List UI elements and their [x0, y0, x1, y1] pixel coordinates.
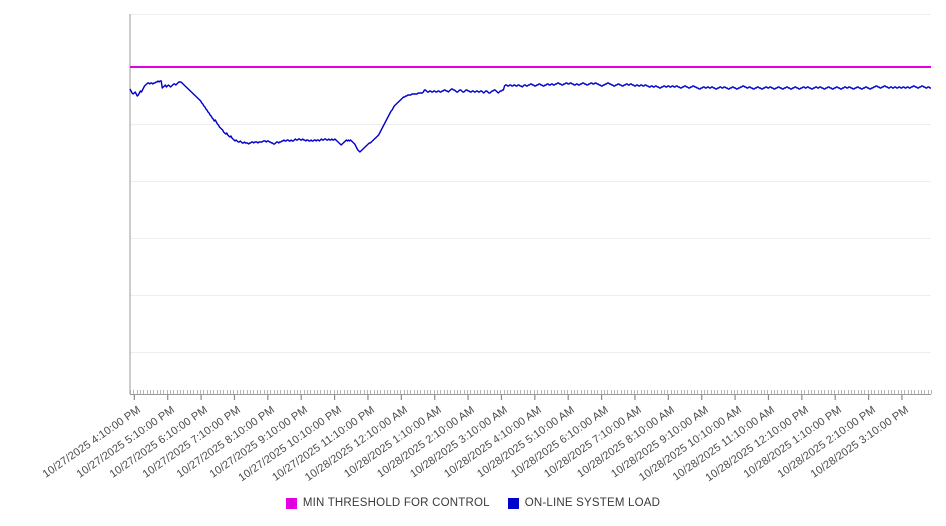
legend-label-min-threshold: MIN THRESHOLD FOR CONTROL	[302, 497, 490, 509]
chart-legend: MIN THRESHOLD FOR CONTROL ON-LINE SYSTEM…	[0, 497, 946, 509]
legend-label-online-system-load: ON-LINE SYSTEM LOAD	[524, 497, 661, 509]
legend-swatch-online-system-load	[507, 497, 519, 509]
legend-swatch-min-threshold	[285, 497, 297, 509]
legend-item-min-threshold[interactable]: MIN THRESHOLD FOR CONTROL	[285, 497, 490, 509]
x-axis-minor-ticks	[130, 390, 932, 394]
legend-item-online-system-load[interactable]: ON-LINE SYSTEM LOAD	[507, 497, 661, 509]
gridlines	[130, 14, 931, 353]
series-line-online-system-load	[129, 80, 931, 153]
